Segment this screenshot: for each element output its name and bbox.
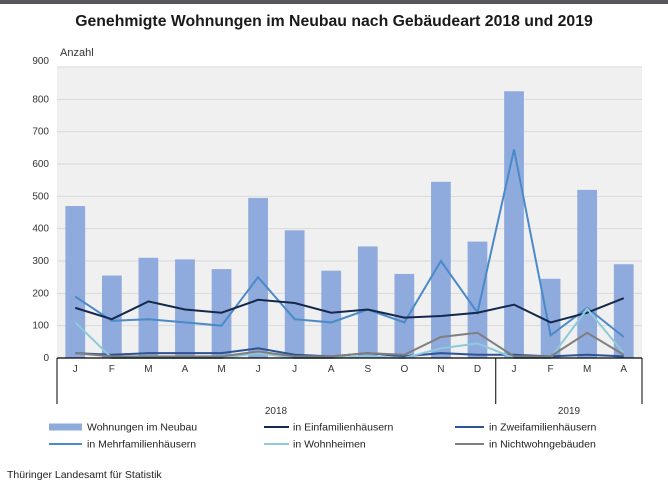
svg-text:300: 300 (32, 256, 49, 267)
svg-text:400: 400 (32, 224, 49, 235)
svg-text:A: A (620, 364, 627, 375)
svg-text:in Nichtwohngebäuden: in Nichtwohngebäuden (489, 439, 596, 451)
svg-text:800: 800 (32, 94, 49, 105)
svg-text:600: 600 (32, 159, 49, 170)
svg-text:N: N (437, 364, 444, 375)
svg-text:900: 900 (32, 56, 49, 67)
svg-text:M: M (583, 364, 591, 375)
svg-text:J: J (512, 364, 517, 375)
svg-text:J: J (256, 364, 261, 375)
svg-text:2019: 2019 (558, 406, 581, 417)
svg-text:200: 200 (32, 288, 49, 299)
svg-text:A: A (182, 364, 189, 375)
svg-text:500: 500 (32, 191, 49, 202)
svg-text:J: J (73, 364, 78, 375)
svg-text:O: O (400, 364, 408, 375)
svg-text:D: D (474, 364, 481, 375)
svg-text:100: 100 (32, 321, 49, 332)
svg-text:M: M (217, 364, 225, 375)
svg-text:in Zweifamilienhäusern: in Zweifamilienhäusern (489, 422, 597, 434)
svg-text:in Mehrfamilienhäusern: in Mehrfamilienhäusern (87, 439, 196, 451)
svg-text:F: F (548, 364, 554, 375)
svg-text:J: J (292, 364, 297, 375)
svg-text:2018: 2018 (265, 406, 288, 417)
svg-text:M: M (144, 364, 152, 375)
svg-text:F: F (109, 364, 115, 375)
svg-text:in Wohnheimen: in Wohnheimen (293, 439, 366, 451)
svg-text:S: S (364, 364, 371, 375)
svg-text:A: A (328, 364, 335, 375)
svg-text:Wohnungen im Neubau: Wohnungen im Neubau (87, 422, 197, 434)
svg-text:700: 700 (32, 127, 49, 138)
svg-text:in Einfamilienhäusern: in Einfamilienhäusern (293, 422, 394, 434)
svg-text:0: 0 (43, 353, 49, 364)
